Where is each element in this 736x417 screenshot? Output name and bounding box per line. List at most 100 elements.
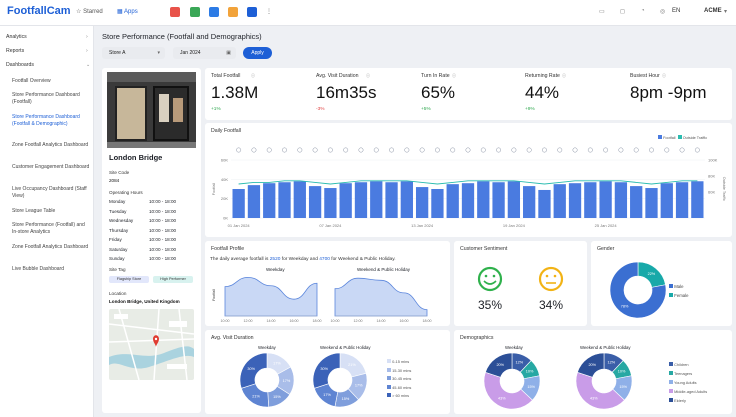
kpi-value: 65% [421, 83, 456, 102]
duration-weekday-label: 15% [273, 395, 281, 399]
app-shortcut-4-icon[interactable] [228, 7, 238, 17]
info-icon[interactable]: ⓘ [366, 73, 370, 78]
y-tick-label: 20K [221, 196, 228, 201]
gender-card: Gender 22% 78% Male Female [591, 241, 732, 326]
sidebar-item-live-bubble[interactable]: Live Bubble Dashboard [12, 266, 64, 272]
legend-label: Female [674, 293, 689, 298]
gender-label: 78% [621, 304, 629, 308]
weekend-profile-title: Weekend & Public Holiday [357, 267, 410, 272]
app-logo[interactable]: FootfallCam [7, 5, 71, 17]
legend-item: > 60 mins [387, 392, 411, 401]
gender-title: Gender [597, 246, 615, 252]
bell-icon[interactable]: ◔ [641, 8, 645, 14]
weather-icon [251, 147, 257, 153]
x-tick-label: 12:00 [354, 319, 363, 323]
chevron-down-icon[interactable]: ▾ [724, 9, 728, 15]
weather-icon [542, 147, 547, 153]
sidebar: Analytics › Reports › Dashboards ⌄ Footfall… [0, 26, 94, 417]
sidebar-item-live-occupancy[interactable]: Live Occupancy Dashboard (Staff View) [12, 186, 87, 200]
app-shortcut-1-icon[interactable] [170, 7, 180, 17]
bar-footfall [308, 186, 322, 218]
y-tick-label: 0K [223, 216, 228, 221]
legend-swatch [669, 380, 673, 384]
bar-footfall [278, 182, 291, 218]
language-selector[interactable]: EN [672, 8, 681, 14]
section-label: Dashboards [6, 62, 34, 68]
demo-weekday-slice [483, 371, 533, 410]
duration-weekday-label: 21% [252, 394, 260, 398]
sidebar-item-zone-footfall-2[interactable]: Zone Footfall Analytics Dashboard [12, 244, 89, 250]
apps-link[interactable]: ▦ Apps [117, 8, 138, 15]
kpi-delta: +1% [211, 107, 221, 112]
location-map[interactable] [109, 309, 194, 380]
bar-footfall [599, 181, 612, 218]
legend-swatch [669, 389, 673, 393]
demo-weekend-label: 15% [619, 385, 627, 389]
kpi-card: Total Footfall ⓘ 1.38M +1% Avg. Visit Dur… [205, 68, 732, 120]
weather-icon [511, 147, 517, 153]
info-icon[interactable]: ⓘ [452, 73, 456, 78]
sidebar-item-store-performance-demographic[interactable]: Store Performance Dashboard (Footfall & … [12, 114, 80, 128]
more-icon[interactable]: ⋮ [266, 9, 272, 15]
info-icon[interactable]: ⓘ [662, 73, 666, 78]
demo-weekend-label: 20% [588, 363, 596, 367]
legend-swatch [669, 398, 673, 402]
store-select[interactable]: Store A ▾ [102, 47, 165, 59]
apply-button[interactable]: Apply [243, 47, 272, 59]
apps-label: Apps [124, 9, 138, 15]
info-icon[interactable]: ⓘ [251, 73, 255, 78]
legend-label: 30-45 mins [392, 376, 412, 382]
weather-icon [434, 147, 440, 153]
legend-item: 15-30 mins [387, 367, 411, 376]
x-tick-label: 19 Jan 2024 [503, 223, 526, 228]
hours-day: Wednesday [109, 218, 134, 223]
x-tick-label: 10:00 [331, 319, 340, 323]
app-shortcut-3-icon[interactable] [209, 7, 219, 17]
demo-weekend-slice [576, 352, 605, 378]
chevron-right-icon: › [86, 48, 88, 54]
site-tag-label: Site Tag [109, 267, 126, 272]
globe-icon[interactable]: ◎ [660, 9, 666, 15]
sidebar-item-store-league-table[interactable]: Store League Table [12, 208, 56, 214]
demo-weekday-slice [484, 352, 513, 378]
smile-icon [477, 266, 503, 292]
sidebar-section-dashboards[interactable]: Dashboards ⌄ [6, 62, 90, 68]
demographics-title: Demographics [460, 335, 494, 341]
sidebar-item-store-performance-footfall[interactable]: Store Performance Dashboard (Footfall) [12, 92, 80, 106]
weather-icon [297, 147, 303, 153]
kpi-delta: +5% [421, 107, 431, 112]
legend-swatch [669, 284, 673, 288]
starred-link[interactable]: ☆ Starred [76, 8, 103, 15]
sidebar-item-zone-footfall[interactable]: Zone Footfall Analytics Dashboard [12, 142, 89, 148]
account-menu[interactable]: ACME [704, 8, 722, 14]
demo-weekday-label: 12% [516, 361, 524, 365]
bar-footfall [400, 181, 413, 218]
info-icon[interactable]: ⓘ [562, 73, 566, 78]
hours-row: Tuesday 10:00 - 18:00 [109, 209, 189, 216]
bar-footfall [584, 182, 597, 218]
legend-label: Children [674, 362, 689, 367]
legend-swatch [387, 376, 391, 381]
chat-icon[interactable]: ◻ [620, 9, 625, 15]
sidebar-section-reports[interactable]: Reports › [6, 48, 88, 54]
area-weekday [224, 276, 318, 317]
sidebar-item-customer-engagement[interactable]: Customer Engagement Dashboard [12, 164, 90, 170]
legend-label: Male [674, 284, 684, 289]
sidebar-item-in-store-analytics[interactable]: Store Performance (Footfall) and In-stor… [12, 222, 85, 236]
legend-label: 15-30 mins [392, 367, 412, 373]
legend-label: 45-60 mins [392, 384, 412, 390]
chevron-right-icon: › [86, 34, 88, 40]
weather-icon [526, 147, 532, 153]
sidebar-item-footfall-overview[interactable]: Footfall Overview [12, 78, 51, 84]
x-tick-label: 10:00 [221, 319, 230, 323]
y-axis-label: Footfall [212, 289, 216, 301]
app-shortcut-5-icon[interactable] [247, 7, 257, 17]
legend-swatch [387, 367, 391, 372]
display-icon[interactable]: ▭ [599, 9, 605, 15]
date-select[interactable]: Jan 2024 ▣ [173, 47, 236, 59]
starred-label: Starred [83, 9, 103, 15]
app-shortcut-2-icon[interactable] [190, 7, 200, 17]
calendar-icon: ▣ [226, 50, 231, 56]
kpi-value: 1.38M [211, 83, 259, 102]
sidebar-section-analytics[interactable]: Analytics › [6, 34, 88, 40]
